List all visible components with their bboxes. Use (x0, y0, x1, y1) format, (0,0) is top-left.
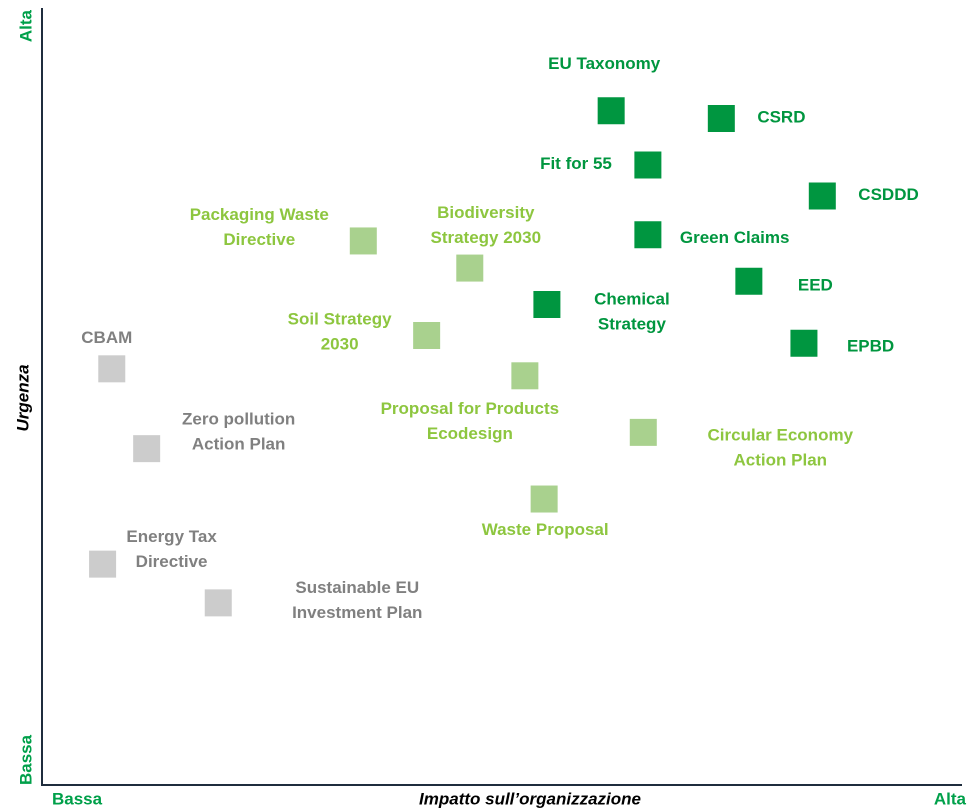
point-label: Soil Strategy 2030 (288, 310, 392, 354)
label-line: Fit for 55 (540, 154, 612, 173)
label-line: Circular Economy (708, 426, 854, 445)
y-tick-label: Alta (16, 9, 35, 42)
label-line: Action Plan (734, 451, 828, 470)
label-line: EU Taxonomy (548, 54, 661, 73)
point-label: Fit for 55 (540, 154, 612, 173)
point-label: Waste Proposal (482, 521, 609, 540)
marker (89, 550, 117, 578)
marker (413, 322, 441, 349)
point-label: Energy Tax Directive (126, 528, 217, 572)
point-label: Zero pollution Action Plan (182, 410, 295, 454)
label-line: Waste Proposal (482, 521, 609, 540)
marker (629, 418, 657, 446)
label-line: Biodiversity (437, 204, 535, 223)
point-label: EED (798, 276, 833, 295)
label-line: 2030 (321, 335, 359, 354)
label-line: Packaging Waste (190, 205, 329, 224)
marker (634, 221, 662, 249)
label-line: Sustainable EU (295, 578, 419, 597)
label-line: Proposal for Products (381, 399, 560, 418)
label-line: Strategy (598, 315, 667, 334)
point-label: Chemical Strategy (594, 290, 670, 334)
label-line: Investment Plan (292, 603, 422, 622)
point-label: Proposal for Products Ecodesign (381, 399, 560, 443)
label-line: EPBD (847, 337, 894, 356)
marker (533, 291, 561, 318)
marker (735, 267, 763, 295)
label-line: Soil Strategy (288, 310, 392, 329)
marker (349, 227, 377, 255)
marker (456, 254, 484, 282)
x-axis-label: Impatto sull’organizzazione (419, 789, 641, 808)
label-line: Strategy 2030 (430, 229, 541, 248)
x-tick-label: Bassa (52, 789, 103, 808)
marker (808, 182, 836, 210)
label-line: CBAM (81, 328, 132, 347)
point-label: Circular Economy Action Plan (708, 426, 854, 470)
marker (98, 355, 126, 383)
x-tick-label: Alta (934, 789, 967, 808)
label-line: Directive (136, 553, 208, 572)
label-line: CSRD (757, 108, 805, 127)
marker (204, 589, 232, 617)
point-label: EPBD (847, 337, 894, 356)
label-line: Zero pollution (182, 410, 295, 429)
point-label: Biodiversity Strategy 2030 (430, 204, 541, 248)
point-label: CSRD (757, 108, 805, 127)
point-label: CSDDD (858, 185, 918, 204)
label-line: Ecodesign (427, 424, 513, 443)
y-axis-label: Urgenza (13, 364, 32, 431)
label-line: CSDDD (858, 185, 918, 204)
marker (790, 329, 818, 357)
point-label: Green Claims (680, 228, 790, 247)
y-tick-label: Bassa (16, 734, 35, 785)
point-label: CBAM (81, 328, 132, 347)
marker (597, 97, 625, 125)
point-label: EU Taxonomy (548, 54, 661, 73)
label-line: Chemical (594, 290, 670, 309)
point-label: Packaging Waste Directive (190, 205, 329, 249)
marker (133, 435, 161, 463)
marker (511, 362, 539, 390)
marker (530, 485, 558, 513)
label-line: EED (798, 276, 833, 295)
label-line: Green Claims (680, 228, 790, 247)
label-line: Energy Tax (126, 528, 217, 547)
label-line: Action Plan (192, 435, 286, 454)
point-label: Sustainable EU Investment Plan (292, 578, 422, 622)
marker (707, 105, 735, 132)
label-line: Directive (223, 230, 295, 249)
marker (634, 151, 662, 179)
